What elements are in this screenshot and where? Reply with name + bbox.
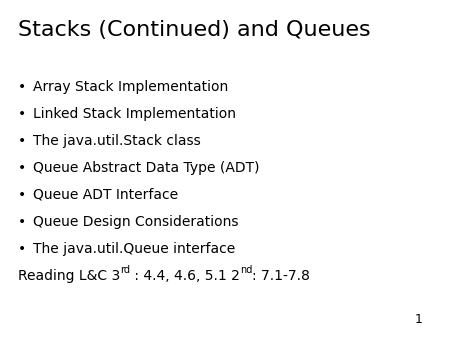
Text: Queue Abstract Data Type (ADT): Queue Abstract Data Type (ADT) (33, 161, 260, 175)
Text: Queue ADT Interface: Queue ADT Interface (33, 188, 178, 202)
Text: •: • (18, 134, 26, 148)
Text: •: • (18, 161, 26, 175)
Text: Array Stack Implementation: Array Stack Implementation (33, 80, 228, 94)
Text: rd: rd (120, 265, 130, 275)
Text: •: • (18, 107, 26, 121)
Text: •: • (18, 242, 26, 256)
Text: : 7.1-7.8: : 7.1-7.8 (252, 269, 310, 283)
Text: Queue Design Considerations: Queue Design Considerations (33, 215, 238, 229)
Text: •: • (18, 80, 26, 94)
Text: Linked Stack Implementation: Linked Stack Implementation (33, 107, 236, 121)
Text: •: • (18, 188, 26, 202)
Text: The java.util.Queue interface: The java.util.Queue interface (33, 242, 235, 256)
Text: nd: nd (240, 265, 252, 275)
Text: Reading L&C 3: Reading L&C 3 (18, 269, 120, 283)
Text: Stacks (Continued) and Queues: Stacks (Continued) and Queues (18, 20, 371, 40)
Text: 1: 1 (415, 313, 423, 326)
Text: : 4.4, 4.6, 5.1 2: : 4.4, 4.6, 5.1 2 (130, 269, 240, 283)
Text: •: • (18, 215, 26, 229)
Text: The java.util.Stack class: The java.util.Stack class (33, 134, 201, 148)
